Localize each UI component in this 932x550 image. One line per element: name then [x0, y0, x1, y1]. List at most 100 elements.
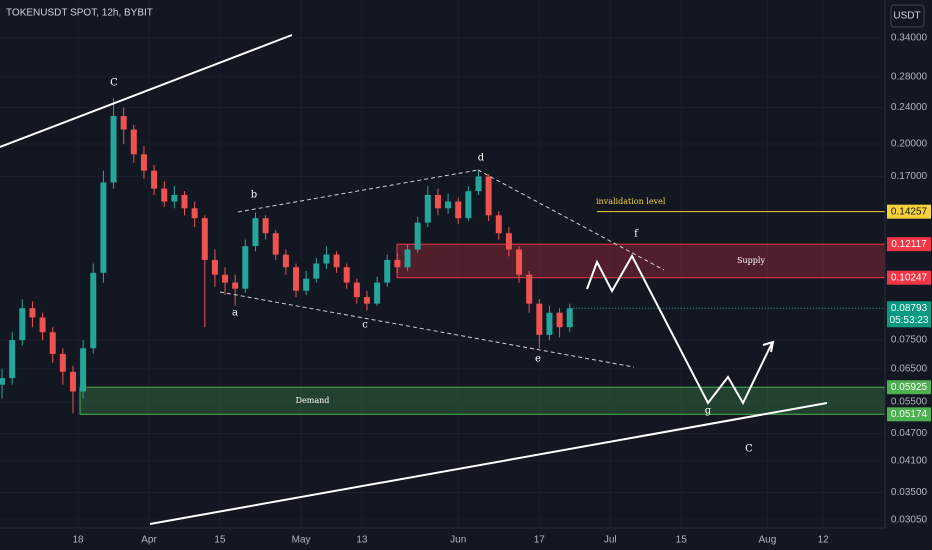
candle-body [201, 218, 208, 260]
candle-body [353, 282, 360, 298]
x-tick-label: 12 [818, 535, 830, 546]
price-label-box [887, 407, 931, 422]
candle-body [323, 254, 330, 264]
candle-body [69, 371, 76, 392]
candle-body [252, 218, 259, 247]
candle-body [333, 254, 340, 268]
candle-body [232, 282, 239, 289]
drawings [0, 34, 828, 525]
x-tick-label: Apr [141, 535, 157, 546]
candle-body [475, 176, 482, 192]
wave-label: f [634, 229, 639, 240]
price-label: 0.14257 [891, 206, 928, 217]
wave-label: a [232, 308, 238, 319]
candle-body [29, 308, 36, 318]
arrow-head [762, 340, 775, 353]
wave-label: c [362, 320, 368, 331]
price-label: 0.10247 [891, 272, 928, 283]
zone-label: Demand [296, 396, 330, 405]
wave-label: e [535, 354, 541, 365]
wave-label: C [110, 78, 118, 89]
candle-body [303, 278, 310, 291]
candle-body [171, 194, 178, 202]
wave-line [477, 169, 665, 271]
candle-body [49, 332, 56, 354]
x-tick-label: 15 [214, 535, 226, 546]
candle-body [445, 201, 452, 209]
candle-body [272, 233, 279, 255]
candle-body [414, 222, 421, 250]
candle-body [394, 259, 401, 268]
candle-body [505, 233, 512, 250]
x-tick-label: 17 [534, 535, 546, 546]
wave-line [219, 291, 635, 368]
grid [0, 0, 885, 528]
candle-body [19, 308, 26, 341]
candle-body [90, 272, 97, 349]
countdown-label: 05:53:23 [890, 315, 929, 326]
y-tick-label: 0.03500 [891, 487, 928, 498]
price-label-box [887, 380, 931, 395]
price-label: 0.12117 [891, 239, 927, 250]
candle-body [222, 274, 229, 283]
x-tick-label: 15 [676, 535, 688, 546]
candle-body [293, 267, 300, 291]
last-price-box [887, 301, 931, 328]
candle-body [434, 194, 441, 209]
price-label-box [887, 237, 931, 252]
last-price-label: 0.08793 [891, 303, 928, 314]
candle-body [384, 259, 391, 283]
candle-body [140, 154, 147, 171]
candle-body [313, 263, 320, 279]
wave-label: d [478, 153, 485, 164]
candle-body [151, 170, 158, 189]
x-tick-label: May [292, 535, 311, 546]
y-axis-label: USDT [893, 11, 920, 22]
y-tick-label: 0.07500 [891, 335, 928, 346]
candle-body [120, 116, 127, 130]
y-tick-label: 0.04700 [891, 428, 928, 439]
y-tick-label: 0.05500 [891, 397, 928, 408]
wave-line [237, 169, 479, 213]
invalidation-label: invalidation level [596, 197, 666, 206]
y-tick-label: 0.24000 [891, 102, 928, 113]
candle-body [465, 191, 472, 219]
candle-body [536, 303, 543, 335]
y-tick-label: 0.20000 [891, 139, 928, 150]
price-label: 0.05925 [891, 382, 928, 393]
candle-body [39, 317, 46, 333]
candle-body [516, 249, 523, 275]
x-tick-label: 18 [72, 535, 84, 546]
projection-path [586, 253, 773, 406]
candle-body [161, 188, 168, 202]
wave-label: g [705, 406, 712, 417]
candle-body [262, 218, 269, 234]
y-tick-label: 0.17000 [891, 171, 928, 182]
candle-body [9, 340, 16, 379]
x-tick-label: Jun [450, 535, 466, 546]
candle-body [546, 312, 553, 335]
x-tick-label: Jul [604, 535, 617, 546]
zone [79, 386, 886, 415]
candle-body [363, 297, 370, 304]
unit-box [890, 4, 925, 28]
candle-body [404, 249, 411, 268]
price-label-box [887, 204, 931, 219]
x-tick-label: Aug [759, 535, 777, 546]
candle-body [282, 254, 289, 268]
zone [396, 243, 886, 279]
candle-body [343, 267, 350, 283]
candle-body [526, 274, 533, 304]
zones: Supply Demand [79, 211, 886, 415]
candle-body [59, 353, 66, 372]
candle-body [242, 246, 249, 289]
trend-line [149, 402, 828, 525]
candle-body [191, 208, 198, 219]
candle-body [181, 194, 188, 209]
y-tick-label: 0.03050 [891, 515, 928, 526]
y-tick-label: 0.34000 [891, 33, 928, 44]
price-label: 0.05174 [891, 409, 928, 420]
zone-label: Supply [737, 256, 765, 265]
